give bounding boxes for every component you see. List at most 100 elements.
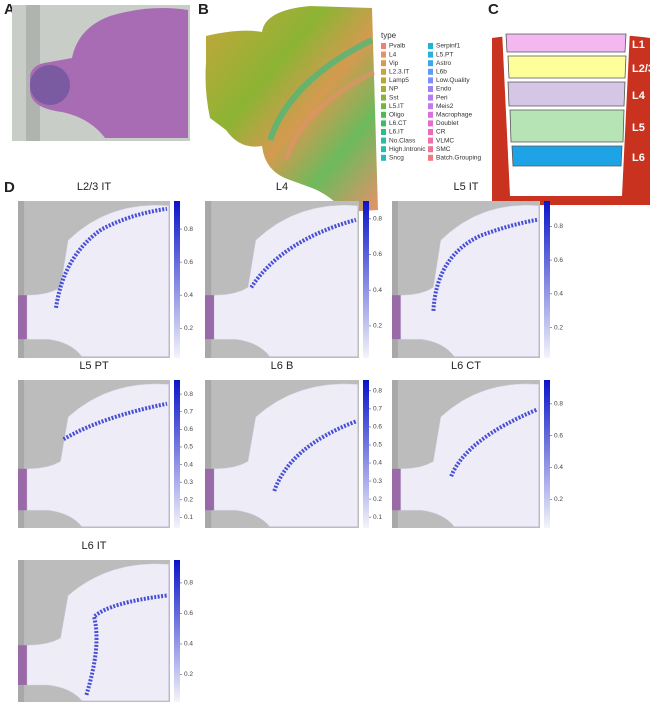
legend-label: L2.3.IT (389, 69, 409, 76)
expression-band (272, 419, 357, 492)
colorbar-tick-label: 0.8 (184, 391, 193, 398)
legend-label: Pvalb (389, 43, 406, 50)
expression-band (54, 206, 168, 309)
panel-letter: B (198, 1, 209, 18)
colorbar (363, 201, 369, 358)
legend-swatch (428, 94, 433, 101)
colorbar-tick-label: 0.4 (554, 464, 563, 471)
tissue-edge (392, 468, 401, 511)
tissue (26, 383, 169, 527)
layer-label: L1 (632, 39, 645, 51)
legend-swatch (428, 68, 433, 75)
legend-label: L6.IT (389, 129, 404, 136)
expression-band (84, 593, 168, 696)
legend-label: High.Intronic (389, 146, 426, 153)
map-title: L5 PT (79, 360, 109, 372)
legend-label: Astro (436, 60, 452, 67)
legend-label: L6b (436, 69, 447, 76)
fiducial-strip (18, 560, 25, 702)
colorbar-tick-label: 0.8 (554, 223, 563, 230)
tissue-region (30, 65, 70, 105)
cluster-band (267, 37, 374, 141)
tissue (30, 8, 188, 138)
layer-label: L6 (632, 152, 645, 164)
colorbar-tick-label: 0.5 (184, 444, 193, 451)
cluster-band (283, 69, 376, 161)
legend-label: Sst (389, 94, 399, 101)
map-title: L6 B (271, 360, 294, 372)
colorbar-tick-label: 0.8 (184, 580, 193, 587)
legend-label: L5.PT (436, 51, 453, 58)
legend-label: Serpinf1 (436, 43, 461, 50)
layer (505, 33, 627, 53)
legend-label: Doublet (436, 120, 459, 127)
colorbar-tick-label: 0.2 (184, 671, 193, 678)
tissue-edge (18, 645, 28, 685)
tissue-edge (18, 295, 28, 340)
colorbar-tick-label: 0.4 (554, 291, 563, 298)
colorbar-tick-label: 0.8 (373, 216, 382, 223)
legend-swatch (381, 111, 386, 118)
legend-swatch (381, 137, 386, 144)
colorbar-tick-label: 0.3 (373, 478, 382, 485)
legend-label: L5.IT (389, 103, 404, 110)
tissue-edge (205, 468, 215, 511)
legend-label: NP (389, 86, 398, 93)
colorbar (544, 380, 550, 528)
legend-swatch (428, 43, 433, 49)
layer (511, 145, 623, 167)
legend-swatch (428, 146, 433, 153)
colorbar-tick-label: 0.2 (373, 496, 382, 503)
colorbar-tick-label: 0.6 (184, 610, 193, 617)
legend-swatch (381, 68, 386, 75)
legend-swatch (381, 103, 386, 110)
layer-label: L2/3 (632, 63, 654, 75)
fiducial-strip (392, 380, 398, 528)
expression-band (449, 407, 538, 477)
legend-label: Peri (436, 94, 448, 101)
colorbar-tick-label: 0.6 (373, 424, 382, 431)
legend-swatch (428, 86, 433, 92)
colorbar-tick-label: 0.7 (184, 408, 193, 415)
panel-letter: C (488, 1, 499, 18)
legend-swatch (428, 60, 433, 67)
legend-swatch (428, 111, 433, 118)
legend-label: Vip (389, 60, 399, 67)
colorbar-tick-label: 0.8 (184, 226, 193, 233)
tissue-edge (392, 295, 401, 340)
legend-swatch (381, 77, 386, 84)
colorbar-tick-label: 0.1 (184, 514, 193, 521)
layer-label: L5 (632, 122, 645, 134)
colorbar-tick-label: 0.3 (184, 479, 193, 486)
colorbar-tick-label: 0.4 (184, 461, 193, 468)
fiducial-strip (392, 201, 398, 358)
legend-label: SMC (436, 146, 451, 153)
legend-label: Lamp5 (389, 77, 409, 84)
legend-label: Macrophage (436, 112, 473, 119)
colorbar-tick-label: 0.4 (184, 292, 193, 299)
colorbar (174, 201, 180, 358)
colorbar-tick-label: 0.4 (373, 460, 382, 467)
map-title: L4 (276, 181, 288, 193)
colorbar (544, 201, 550, 358)
colorbar-tick-label: 0.8 (554, 401, 563, 408)
maps: L2/3 IT 0.8 0.6 0.4 0.2 L4 0.8 0.6 0.4 0.2 L5 IT 0.… (18, 181, 563, 702)
colorbar-tick-label: 0.6 (184, 426, 193, 433)
legend-label: L4 (389, 51, 397, 58)
expression-band (62, 401, 168, 441)
tissue (400, 383, 539, 527)
legend-swatch (428, 120, 433, 127)
layer (507, 81, 626, 107)
layer (507, 55, 627, 79)
legend-swatch (428, 129, 433, 135)
legend-swatch (381, 51, 386, 58)
colorbar-tick-label: 0.2 (554, 496, 563, 503)
colorbar-tick-label: 0.5 (373, 442, 382, 449)
tissue-edge (18, 468, 28, 511)
legend-swatch (381, 146, 386, 153)
colorbar-tick-label: 0.2 (184, 325, 193, 332)
layer (509, 109, 625, 143)
colorbar-tick-label: 0.2 (184, 497, 193, 504)
expression-band (431, 217, 538, 312)
